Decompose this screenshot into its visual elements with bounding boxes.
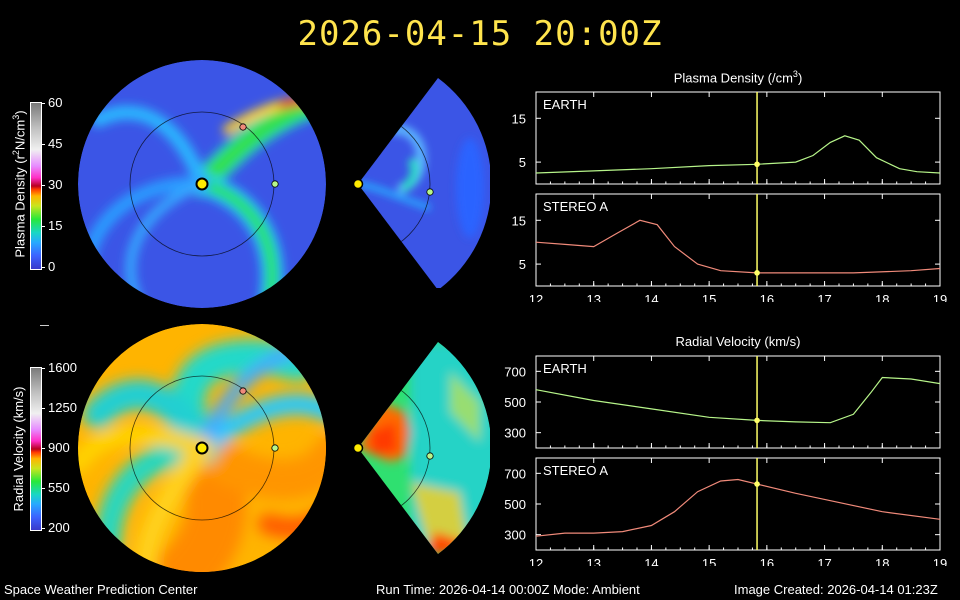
x-tick-label: 17 [817,556,831,566]
density-stereo-chart: 5 15 12 13 14 15 16 17 18 19 STEREO A [512,193,947,302]
density-tick-60: 60 [48,95,63,110]
x-tick-label: 17 [817,292,831,302]
x-tick-label: 16 [760,292,774,302]
series-line [535,135,941,174]
x-tick-label: 12 [529,292,543,302]
y-tick-label: 500 [504,497,526,512]
density-panel-title: Plasma Density (/cm3) [673,69,803,86]
density-tick-15: 15 [48,218,63,233]
y-tick-label: 700 [504,364,526,379]
panel-label: EARTH [543,97,587,112]
panel-label: STEREO A [543,199,608,214]
y-tick-label: 5 [519,257,526,272]
x-tick-label: 14 [644,556,658,566]
density-colorbar [30,102,42,270]
density-meridional-map [352,78,490,288]
page-title: 2026-04-15 20:00Z [297,14,663,54]
separator-dash [40,325,49,326]
series-line [535,219,941,274]
x-tick-label: 14 [644,292,658,302]
x-tick-label: 15 [702,292,716,302]
velocity-colorbar [30,367,42,531]
density-tick-45: 45 [48,136,63,151]
x-tick-label: 13 [586,292,600,302]
x-tick-label: 16 [760,556,774,566]
density-ecliptic-map [78,60,326,308]
y-tick-label: 15 [512,111,526,126]
density-colorbar-label: Plasma Density (r2N/cm3) [11,110,28,258]
x-tick-label: 19 [933,556,947,566]
velocity-tick-1250: 1250 [48,400,77,415]
velocity-tick-1600: 1600 [48,360,77,375]
y-tick-label: 700 [504,466,526,481]
velocity-stereo-chart: 300 500 700 12 13 14 15 16 17 18 19 STEREO A [504,457,947,566]
velocity-earth-chart: 300 500 700 EARTH [504,355,941,449]
velocity-meridional-map [352,342,490,554]
y-tick-label: 500 [504,395,526,410]
density-tick-30: 30 [48,177,63,192]
current-value-point [754,161,760,168]
velocity-ecliptic-map [78,324,326,572]
x-tick-label: 18 [875,292,889,302]
velocity-tick-550: 550 [48,480,70,495]
current-value-point [754,417,760,424]
y-tick-label: 300 [504,426,526,441]
plot-frame [535,355,941,449]
series-line [535,478,941,537]
x-tick-label: 19 [933,292,947,302]
velocity-tick-900: 900 [48,440,70,455]
current-value-point [754,270,760,276]
series-line [535,376,941,424]
y-tick-label: 15 [512,213,526,228]
x-tick-label: 18 [875,556,889,566]
panel-label: STEREO A [543,463,608,478]
velocity-tick-200: 200 [48,520,70,535]
footer-image-created: Image Created: 2026-04-14 01:23Z [734,582,938,597]
current-value-point [754,481,760,487]
x-tick-label: 15 [702,556,716,566]
x-tick-label: 13 [586,556,600,566]
velocity-panel-title: Radial Velocity (km/s) [675,334,801,349]
footer-organization: Space Weather Prediction Center [4,582,198,597]
density-earth-chart: 5 15 EARTH [512,91,941,185]
y-tick-label: 5 [519,155,526,170]
x-tick-label: 12 [529,556,543,566]
footer-run-info: Run Time: 2026-04-14 00:00Z Mode: Ambien… [376,582,640,597]
velocity-colorbar-label: Radial Velocity (km/s) [11,386,26,512]
density-tick-0: 0 [48,259,56,274]
y-tick-label: 300 [504,528,526,543]
panel-label: EARTH [543,361,587,376]
